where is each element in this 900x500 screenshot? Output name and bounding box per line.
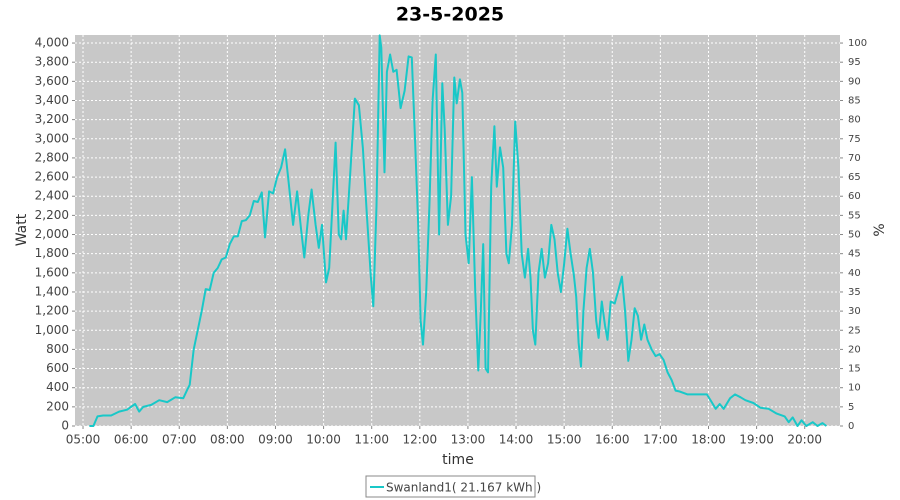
y2-tick-label: 25 — [848, 325, 861, 336]
legend-label: Swanland1( 21.167 kWh ) — [386, 481, 541, 495]
y-tick-label: 1,200 — [35, 304, 69, 318]
y2-axis-label: % — [872, 223, 888, 236]
marks — [89, 34, 827, 427]
y-tick-label: 3,400 — [35, 93, 69, 107]
x-tick-label: 06:00 — [114, 433, 149, 447]
legend-box — [365, 475, 536, 498]
x-axis-label: time — [442, 452, 474, 468]
y2-tick-label: 90 — [848, 76, 861, 87]
y-tick-label: 1,600 — [35, 265, 69, 279]
y-tick-label: 3,200 — [35, 112, 69, 126]
y2-tick-label: 30 — [848, 306, 861, 317]
y2-tick-label: 65 — [848, 172, 861, 183]
y-tick-label: 200 — [46, 399, 69, 413]
y2-tick-label: 80 — [848, 115, 861, 126]
x-tick-label: 09:00 — [258, 433, 293, 447]
y2-tick-label: 75 — [848, 134, 861, 145]
y-tick-label: 3,600 — [35, 74, 69, 88]
y2-tick-label: 55 — [848, 210, 861, 221]
y-tick-label: 800 — [46, 342, 69, 356]
y2-tick-label: 40 — [848, 268, 861, 279]
y2-tick-label: 10 — [848, 383, 861, 394]
y2-tick-label: 50 — [848, 230, 861, 241]
x-tick-label: 16:00 — [595, 433, 630, 447]
y-tick-label: 0 — [61, 419, 69, 433]
x-tick-label: 10:00 — [306, 433, 341, 447]
y2-tick-label: 15 — [848, 364, 861, 375]
y2-tick-label: 85 — [848, 95, 861, 106]
y-tick-label: 2,600 — [35, 170, 69, 184]
x-tick-label: 12:00 — [403, 433, 438, 447]
y2-tick-label: 35 — [848, 287, 861, 298]
y-tick-label: 2,800 — [35, 150, 69, 164]
y-tick-label: 400 — [46, 380, 69, 394]
x-tick-label: 11:00 — [354, 433, 389, 447]
x-tick-label: 15:00 — [547, 433, 582, 447]
x-tick-label: 19:00 — [739, 433, 774, 447]
x-tick-label: 05:00 — [66, 433, 101, 447]
grid — [75, 35, 840, 427]
y2-tick-label: 60 — [848, 191, 861, 202]
y2-tick-label: 45 — [848, 249, 861, 260]
x-tick-label: 17:00 — [643, 433, 678, 447]
y-tick-label: 2,400 — [35, 189, 69, 203]
y-tick-label: 4,000 — [35, 36, 69, 50]
y2-tick-label: 100 — [848, 38, 867, 49]
x-tick-label: 13:00 — [451, 433, 486, 447]
y-tick-label: 3,000 — [35, 131, 69, 145]
x-tick-label: 20:00 — [787, 433, 822, 447]
chart-title: 23-5-2025 — [396, 4, 504, 26]
y-axis-label: Watt — [14, 213, 30, 246]
x-tick-label: 14:00 — [499, 433, 534, 447]
y-tick-label: 1,000 — [35, 323, 69, 337]
y-tick-label: 2,200 — [35, 208, 69, 222]
y2-tick-label: 0 — [848, 421, 854, 432]
y-tick-label: 1,800 — [35, 246, 69, 260]
y-tick-label: 1,400 — [35, 284, 69, 298]
y-tick-label: 600 — [46, 361, 69, 375]
x-tick-label: 18:00 — [691, 433, 726, 447]
x-tick-label: 07:00 — [162, 433, 197, 447]
y2-tick-label: 5 — [848, 402, 854, 413]
data-line — [89, 34, 827, 427]
y-tick-label: 3,800 — [35, 55, 69, 69]
y-tick-label: 2,000 — [35, 227, 69, 241]
y2-tick-label: 95 — [848, 57, 861, 68]
x-tick-label: 08:00 — [210, 433, 245, 447]
y2-tick-label: 20 — [848, 344, 861, 355]
y2-tick-label: 70 — [848, 153, 861, 164]
